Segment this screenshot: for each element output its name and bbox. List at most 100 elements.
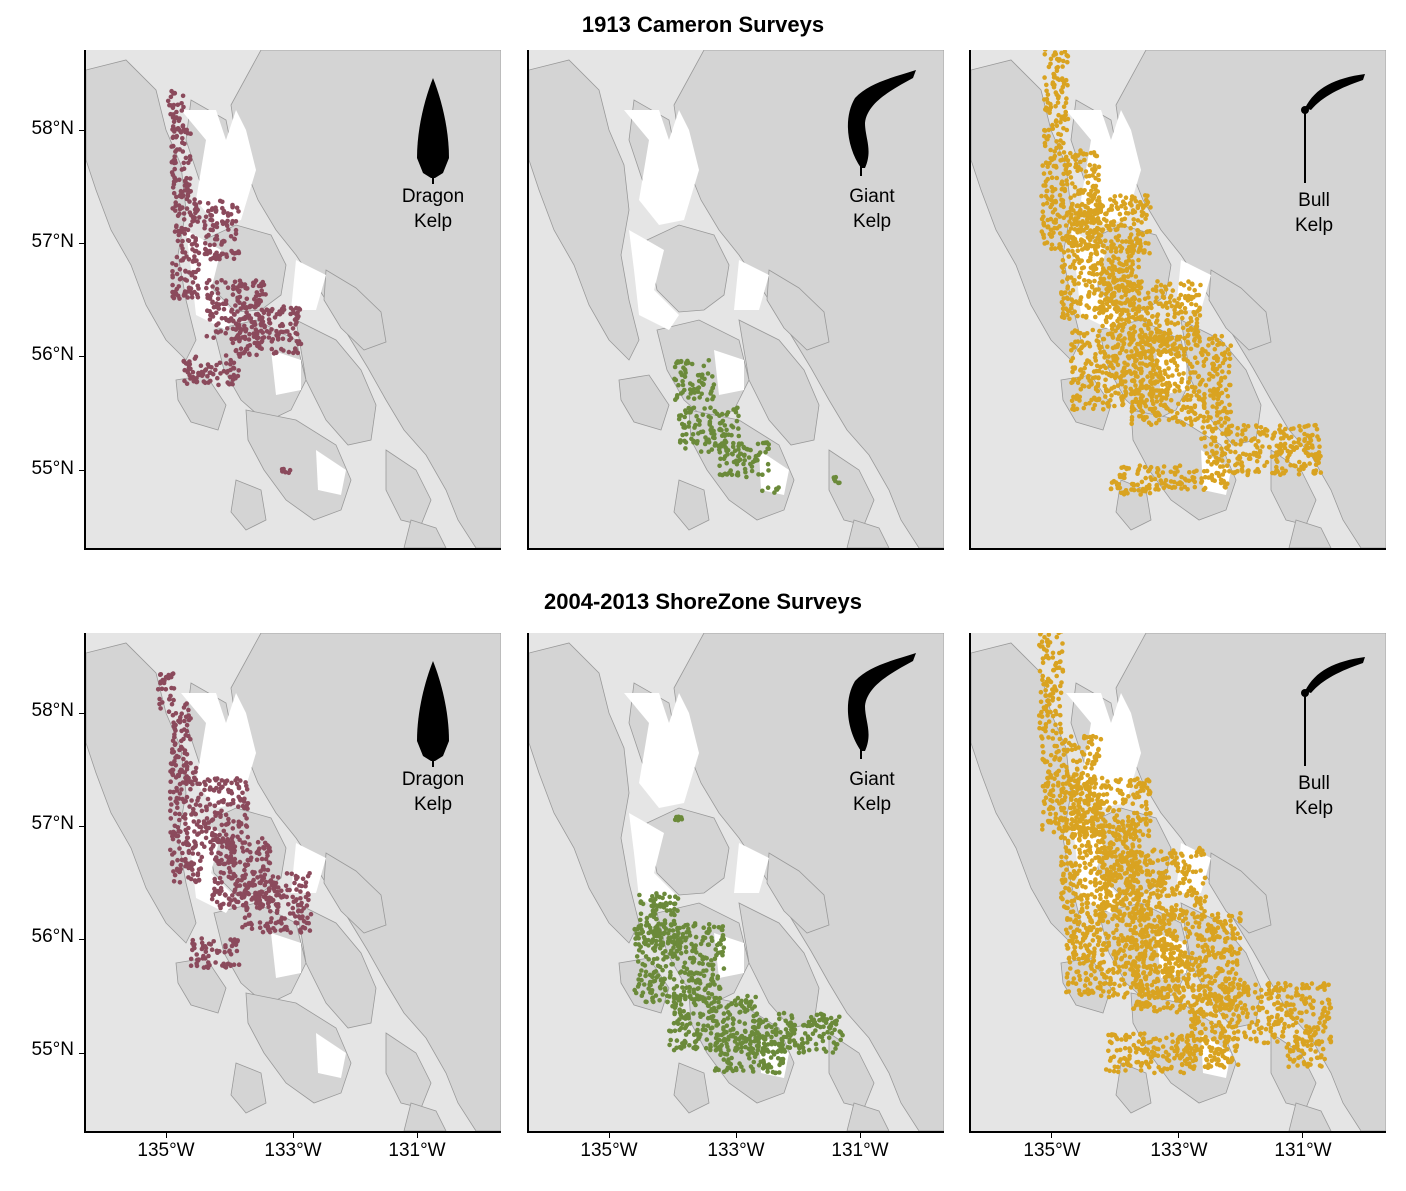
kelp-point	[1072, 278, 1077, 283]
kelp-point	[1228, 343, 1234, 349]
kelp-point	[736, 433, 742, 439]
kelp-point	[1156, 348, 1161, 354]
kelp-point	[206, 941, 212, 947]
kelp-point	[698, 449, 704, 454]
kelp-point	[284, 924, 289, 930]
kelp-point	[1199, 397, 1204, 402]
x-tick-mark	[609, 1133, 610, 1138]
kelp-point	[222, 949, 227, 955]
kelp-point	[679, 979, 685, 984]
kelp-point	[1302, 424, 1307, 430]
kelp-point	[1283, 468, 1288, 474]
kelp-point	[1131, 295, 1137, 300]
kelp-point	[707, 420, 713, 426]
kelp-point	[660, 992, 665, 997]
kelp-point	[700, 412, 706, 418]
kelp-point	[216, 861, 221, 867]
kelp-point	[1279, 466, 1285, 471]
kelp-point	[191, 943, 197, 948]
kelp-point	[190, 947, 195, 953]
species-label: Bull Kelp	[1269, 188, 1359, 238]
kelp-point	[765, 1069, 770, 1074]
kelp-point	[832, 1019, 838, 1024]
kelp-point	[1093, 183, 1099, 189]
kelp-point	[1103, 394, 1108, 399]
kelp-point	[1140, 361, 1145, 366]
kelp-point	[706, 414, 711, 419]
kelp-point	[1168, 348, 1173, 353]
kelp-point	[198, 791, 204, 797]
kelp-point	[178, 130, 184, 135]
kelp-point	[158, 706, 163, 711]
kelp-point	[743, 1009, 748, 1014]
species-label-line2: Kelp	[413, 794, 453, 815]
kelp-point	[187, 361, 193, 367]
kelp-point	[1138, 492, 1143, 497]
kelp-point	[1083, 282, 1089, 288]
kelp-point	[218, 870, 224, 875]
kelp-point	[1139, 329, 1145, 335]
kelp-point	[214, 310, 219, 316]
kelp-point	[1155, 365, 1161, 371]
kelp-point	[1205, 410, 1210, 415]
kelp-point	[1041, 223, 1047, 228]
panel-y-axis-line	[527, 633, 529, 1132]
kelp-point	[1056, 633, 1062, 636]
channel	[629, 813, 679, 913]
kelp-point	[838, 1037, 843, 1043]
kelp-point	[664, 902, 669, 908]
kelp-point	[730, 444, 736, 450]
kelp-point	[1046, 127, 1052, 133]
landmass	[529, 59, 640, 361]
kelp-point	[269, 916, 274, 921]
kelp-point	[206, 820, 211, 825]
kelp-point	[696, 385, 702, 390]
kelp-point	[231, 366, 237, 371]
kelp-point	[1155, 279, 1160, 284]
kelp-point	[715, 1032, 721, 1037]
kelp-point	[251, 280, 256, 286]
kelp-point	[193, 354, 199, 360]
kelp-point	[224, 778, 230, 783]
panel-y-axis-line	[84, 50, 86, 549]
kelp-point	[682, 438, 687, 444]
map-svg	[971, 50, 1386, 548]
kelp-point	[214, 899, 220, 905]
kelp-point	[1076, 220, 1082, 225]
kelp-point	[1137, 403, 1143, 409]
kelp-point	[1202, 435, 1207, 441]
kelp-point	[799, 1036, 805, 1042]
kelp-point	[280, 329, 286, 335]
kelp-point	[682, 367, 688, 372]
kelp-point	[210, 371, 216, 377]
kelp-point	[241, 849, 246, 854]
kelp-point	[691, 987, 697, 993]
kelp-point	[280, 336, 286, 342]
kelp-point	[706, 449, 711, 455]
kelp-point	[210, 223, 216, 228]
kelp-point	[1181, 422, 1187, 427]
kelp-point	[1123, 195, 1129, 200]
kelp-point	[236, 368, 241, 373]
kelp-point	[1210, 361, 1215, 367]
kelp-point	[1283, 426, 1288, 432]
kelp-point	[1192, 355, 1198, 361]
kelp-point	[689, 941, 694, 947]
kelp-point	[1093, 238, 1098, 244]
kelp-point	[1087, 270, 1092, 276]
kelp-point	[1166, 417, 1172, 423]
kelp-point	[796, 1050, 802, 1056]
kelp-point	[1305, 433, 1310, 438]
kelp-point	[181, 166, 187, 171]
kelp-point	[217, 360, 223, 366]
kelp-point	[1064, 96, 1069, 101]
kelp-point	[1213, 391, 1219, 396]
kelp-point	[1090, 375, 1096, 381]
kelp-point	[207, 962, 212, 968]
kelp-point	[840, 1032, 845, 1038]
kelp-point	[1198, 282, 1203, 288]
x-tick-mark	[860, 1133, 861, 1138]
kelp-point	[1215, 372, 1220, 377]
kelp-point	[1215, 386, 1221, 392]
kelp-point	[1064, 234, 1069, 239]
